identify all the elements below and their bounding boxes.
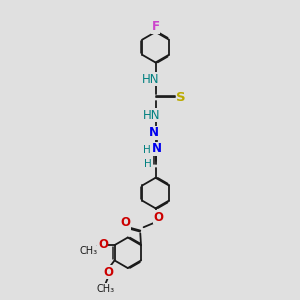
Text: N: N <box>152 142 162 155</box>
Text: O: O <box>103 266 113 279</box>
Text: F: F <box>152 20 160 33</box>
Text: N: N <box>149 126 159 139</box>
Text: S: S <box>176 91 186 104</box>
Text: CH₃: CH₃ <box>79 246 97 256</box>
Text: HN: HN <box>142 109 160 122</box>
Text: O: O <box>120 216 130 229</box>
Text: O: O <box>153 211 163 224</box>
Text: O: O <box>98 238 108 251</box>
Text: H: H <box>143 145 151 155</box>
Text: CH₃: CH₃ <box>97 284 115 294</box>
Text: HN: HN <box>142 73 159 86</box>
Text: H: H <box>144 159 152 169</box>
